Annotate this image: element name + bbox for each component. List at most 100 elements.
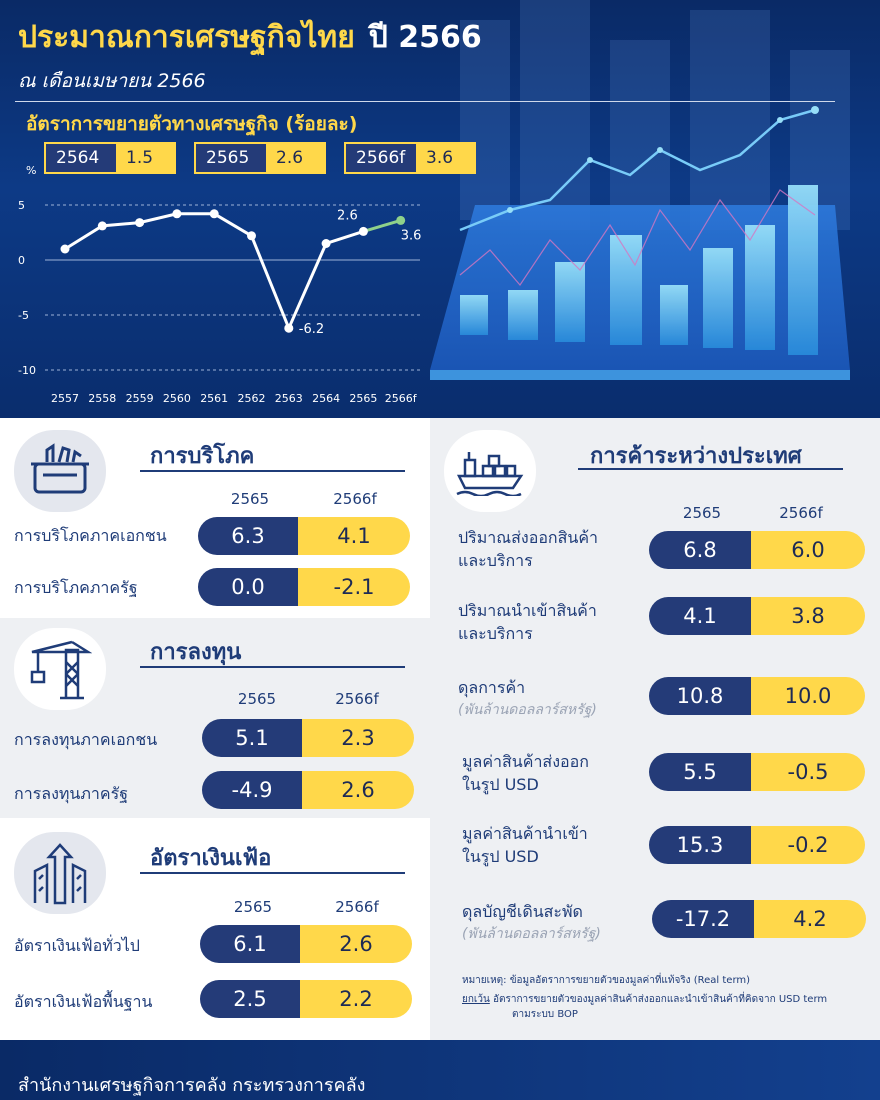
- label-line1: ดุลการค้า: [458, 678, 526, 697]
- x-tick-label: 2558: [88, 392, 116, 405]
- series-line: [64, 212, 364, 333]
- pill-year: 2565: [196, 144, 266, 172]
- growth-title: อัตราการขยายตัวทางเศรษฐกิจ (ร้อยละ): [26, 113, 358, 135]
- footnote-1: หมายเหตุ: ข้อมูลอัตราการขยายตัวของมูลค่า…: [462, 975, 751, 986]
- page-title: ประมาณการเศรษฐกิจไทย ปี 2566: [18, 14, 482, 61]
- value-pill: 0.0 -2.1: [198, 568, 410, 606]
- value-2565: 4.1: [649, 597, 751, 635]
- page-subtitle: ณ เดือนเมษายน 2566: [18, 70, 206, 92]
- value-2565: -4.9: [202, 771, 302, 809]
- col-header-2566f: 2566f: [335, 898, 379, 916]
- value-2565: 6.1: [200, 925, 300, 963]
- col-header-2566f: 2566f: [779, 504, 823, 522]
- col-header-2565: 2565: [237, 690, 277, 708]
- inflation-rule: [140, 872, 405, 874]
- basket-icon: [14, 430, 106, 512]
- label-line1: มูลค่าสินค้าส่งออก: [462, 752, 589, 771]
- value-2565: 15.3: [649, 826, 751, 864]
- value-2566f: 10.0: [751, 677, 865, 715]
- consumption-rule: [140, 470, 405, 472]
- header-banner: ประมาณการเศรษฐกิจไทย ปี 2566 ณ เดือนเมษาย…: [0, 0, 880, 418]
- row-label: การลงทุนภาครัฐ: [14, 784, 129, 803]
- x-tick-label: 2561: [200, 392, 228, 405]
- title-year: ปี 2566: [368, 20, 482, 55]
- value-2565: 6.3: [198, 517, 298, 555]
- investment-rule: [140, 666, 405, 668]
- col-header-2566f: 2566f: [333, 490, 377, 508]
- col-header-2565: 2565: [230, 490, 270, 508]
- value-2565: 0.0: [198, 568, 298, 606]
- y-tick-label: -5: [18, 309, 29, 322]
- pill-year: 2566f: [346, 144, 416, 172]
- value-2565: 5.1: [202, 719, 302, 757]
- col-header-2566f: 2566f: [335, 690, 379, 708]
- label-line1: มูลค่าสินค้านำเข้า: [462, 824, 588, 843]
- x-tick-label: 2564: [312, 392, 340, 405]
- value-2566f: 2.2: [300, 980, 412, 1018]
- value-2565: 10.8: [649, 677, 751, 715]
- footer-bar: สำนักงานเศรษฐกิจการคลัง กระทรวงการคลัง: [0, 1040, 880, 1100]
- consumption-section: การบริโภค 2565 2566f การบริโภคภาคเอกชน 6…: [0, 418, 430, 618]
- pill-year: 2564: [46, 144, 116, 172]
- pill-value: 1.5: [116, 144, 174, 172]
- data-point: [135, 218, 145, 228]
- footnote-2: ยกเว้น อัตราการขยายตัวของมูลค่าสินค้าส่ง…: [462, 992, 827, 1007]
- growth-pill-2566f: 2566f 3.6: [344, 142, 476, 174]
- pill-value: 3.6: [416, 144, 474, 172]
- value-2566f: 2.6: [300, 925, 412, 963]
- col-header-2565: 2565: [682, 504, 722, 522]
- label-line1: ปริมาณนำเข้าสินค้า: [458, 601, 597, 620]
- value-pill: 2.5 2.2: [200, 980, 412, 1018]
- value-2566f: 4.1: [298, 517, 410, 555]
- forecast-line: [362, 218, 402, 233]
- crane-icon: [14, 628, 106, 710]
- value-pill: 5.1 2.3: [202, 719, 414, 757]
- label-line2: ในรูป USD: [462, 775, 539, 794]
- x-tick-label: 2559: [126, 392, 154, 405]
- value-2566f: -0.5: [751, 753, 865, 791]
- data-point: [321, 239, 331, 248]
- cargo-ship-icon: [444, 430, 536, 512]
- x-tick-label: 2560: [163, 392, 191, 405]
- growth-line-chart: % 5 0 -5 -10 2557 2558 2559 2560 2561 2562 2563 2564…: [18, 164, 422, 405]
- data-label: 3.6: [401, 228, 422, 243]
- data-point: [284, 323, 294, 333]
- data-point: [247, 231, 256, 241]
- data-point: [209, 209, 219, 219]
- data-label: 2.6: [337, 208, 358, 223]
- trade-row-label: ดุลบัญชีเดินสะพัด (พันล้านดอลลาร์สหรัฐ): [462, 900, 601, 946]
- value-2566f: -0.2: [751, 826, 865, 864]
- value-pill: -4.9 2.6: [202, 771, 414, 809]
- value-pill: 6.3 4.1: [198, 517, 410, 555]
- value-pill: 10.8 10.0: [649, 677, 865, 715]
- row-label: การบริโภคภาครัฐ: [14, 578, 138, 597]
- x-tick-label: 2557: [51, 392, 79, 405]
- trade-row-label: มูลค่าสินค้าส่งออก ในรูป USD: [462, 750, 589, 796]
- label-line2: ในรูป USD: [462, 847, 539, 866]
- x-tick-label: 2566f: [385, 392, 418, 405]
- trade-row-label: ดุลการค้า (พันล้านดอลลาร์สหรัฐ): [458, 676, 597, 722]
- value-2566f: 2.3: [302, 719, 414, 757]
- consumption-title: การบริโภค: [150, 444, 255, 469]
- growth-pill-2565: 2565 2.6: [194, 142, 326, 174]
- y-tick-label: -10: [18, 364, 36, 377]
- trade-title: การค้าระหว่างประเทศ: [590, 444, 802, 469]
- x-tick-label: 2565: [349, 392, 377, 405]
- data-label: -6.2: [299, 322, 324, 337]
- data-point: [396, 215, 406, 225]
- footnote-2-prefix: ยกเว้น: [462, 994, 490, 1005]
- row-label: การบริโภคภาคเอกชน: [14, 526, 167, 545]
- label-line1: ดุลบัญชีเดินสะพัด: [462, 902, 583, 921]
- trade-rule: [578, 468, 843, 470]
- value-pill: -17.2 4.2: [652, 900, 866, 938]
- label-sub: (พันล้านดอลลาร์สหรัฐ): [462, 926, 601, 942]
- row-label: อัตราเงินเฟ้อทั่วไป: [14, 936, 140, 955]
- inflation-title: อัตราเงินเฟ้อ: [150, 846, 272, 871]
- label-sub: (พันล้านดอลลาร์สหรัฐ): [458, 702, 597, 718]
- trade-row-label: ปริมาณส่งออกสินค้า และบริการ: [458, 526, 598, 572]
- growth-pills: 2564 1.5 2565 2.6 2566f 3.6: [44, 142, 476, 174]
- investment-section: การลงทุน 2565 2566f การลงทุนภาคเอกชน 5.1…: [0, 618, 430, 818]
- value-2565: -17.2: [652, 900, 754, 938]
- value-2566f: 3.8: [751, 597, 865, 635]
- data-point: [97, 221, 107, 231]
